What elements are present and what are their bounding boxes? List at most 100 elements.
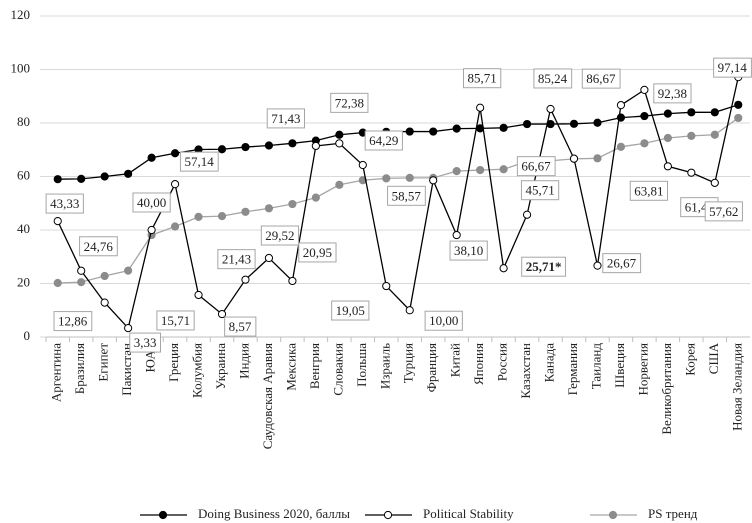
data-point <box>335 130 344 139</box>
data-point <box>429 127 438 136</box>
data-label-box <box>298 242 337 263</box>
x-tick-label: Польша <box>354 343 369 387</box>
data-point <box>522 210 532 219</box>
data-point <box>593 154 602 163</box>
data-label-text: 57,14 <box>184 154 214 169</box>
data-label-box <box>45 193 84 214</box>
data-label-box <box>520 180 560 201</box>
data-point <box>569 119 579 128</box>
data-point <box>124 169 133 178</box>
data-point <box>593 118 602 127</box>
data-point <box>311 141 320 151</box>
data-point <box>710 108 719 117</box>
data-label: 43,33 <box>45 193 84 214</box>
data-point <box>264 253 274 263</box>
data-point <box>147 153 156 162</box>
legend-marker <box>158 510 168 520</box>
data-label: 85,24 <box>533 68 573 89</box>
x-tick-label: Великобритания <box>659 343 674 435</box>
data-label-text: 19,05 <box>336 303 365 318</box>
data-label-text: 15,71 <box>161 313 190 328</box>
data-point <box>288 199 297 209</box>
data-label: 3,33 <box>129 332 162 353</box>
data-point <box>405 306 414 315</box>
x-tick-label: Аргентина <box>49 343 64 402</box>
data-point <box>335 180 344 189</box>
data-point <box>616 142 626 151</box>
x-tick-label: Бразилия <box>72 343 87 394</box>
x-tick-label: Корея <box>682 343 697 376</box>
data-label: 57,62 <box>704 201 743 222</box>
x-tick-label: Новая Зеландия <box>729 343 744 431</box>
data-point <box>288 276 297 286</box>
data-point <box>522 119 532 129</box>
data-label: 58,57 <box>387 185 426 206</box>
data-label: 92,38 <box>653 83 692 104</box>
data-point <box>499 165 508 174</box>
data-point <box>663 162 672 171</box>
data-label: 71,43 <box>266 108 305 129</box>
data-point <box>100 172 109 181</box>
y-tick-label: 20 <box>17 274 30 289</box>
data-point <box>77 278 86 287</box>
data-label-text: 38,10 <box>454 243 483 258</box>
x-tick-label: Венгрия <box>307 343 322 389</box>
data-point <box>170 180 180 189</box>
data-label-text: 40,00 <box>137 195 166 210</box>
data-label-box <box>156 310 195 331</box>
legend-marker <box>383 510 393 520</box>
data-label: 19,05 <box>331 300 370 321</box>
data-label-box <box>331 300 370 321</box>
x-tick-label: Франция <box>424 343 439 392</box>
data-label-text: 29,52 <box>265 228 294 243</box>
data-label-text: 66,67 <box>521 159 551 174</box>
data-label: 20,95 <box>298 242 337 263</box>
data-label-box <box>516 156 556 177</box>
data-point <box>710 130 719 139</box>
data-point <box>616 101 626 110</box>
x-tick-label: Норвегия <box>635 343 650 396</box>
data-label-box <box>129 332 162 353</box>
data-label: 38,10 <box>449 240 488 261</box>
x-tick-label: Швеция <box>612 343 627 388</box>
data-label-box <box>79 236 118 257</box>
data-point <box>100 298 109 307</box>
data-point <box>640 111 649 121</box>
data-label-text: 92,38 <box>658 86 687 101</box>
data-point <box>452 167 461 176</box>
data-point <box>452 230 461 240</box>
data-label-text: 24,76 <box>84 239 114 254</box>
data-point <box>663 133 672 143</box>
data-label-text: 10,00 <box>429 313 458 328</box>
data-point <box>405 127 414 136</box>
y-tick-label: 120 <box>11 7 31 22</box>
series-line <box>57 77 739 330</box>
data-label-box <box>387 185 426 206</box>
data-point <box>734 113 743 123</box>
x-tick-label: Колумбия <box>190 343 205 398</box>
data-label-text: 85,24 <box>538 71 568 86</box>
data-point <box>311 193 320 202</box>
data-label-text: 26,67 <box>607 256 637 271</box>
data-label: 10,00 <box>424 310 463 331</box>
data-label-text: 45,71 <box>525 183 554 198</box>
data-point <box>53 278 62 288</box>
data-label-text: 20,95 <box>303 245 332 260</box>
data-point <box>77 174 86 184</box>
data-label-text: 8,57 <box>229 319 252 334</box>
x-tick-label: Япония <box>471 343 486 385</box>
data-point <box>499 264 508 273</box>
x-tick-label: Мексика <box>283 343 298 391</box>
x-tick-label: Египет <box>96 343 111 382</box>
data-point <box>217 211 227 221</box>
data-label-box <box>463 68 502 89</box>
data-point <box>147 225 156 235</box>
data-point <box>264 141 274 150</box>
data-point <box>194 212 203 221</box>
data-label-box <box>629 180 668 201</box>
data-point <box>217 145 227 154</box>
y-tick-label: 40 <box>17 221 30 236</box>
data-label-box <box>704 201 743 222</box>
data-label-text: 85,71 <box>468 71 497 86</box>
